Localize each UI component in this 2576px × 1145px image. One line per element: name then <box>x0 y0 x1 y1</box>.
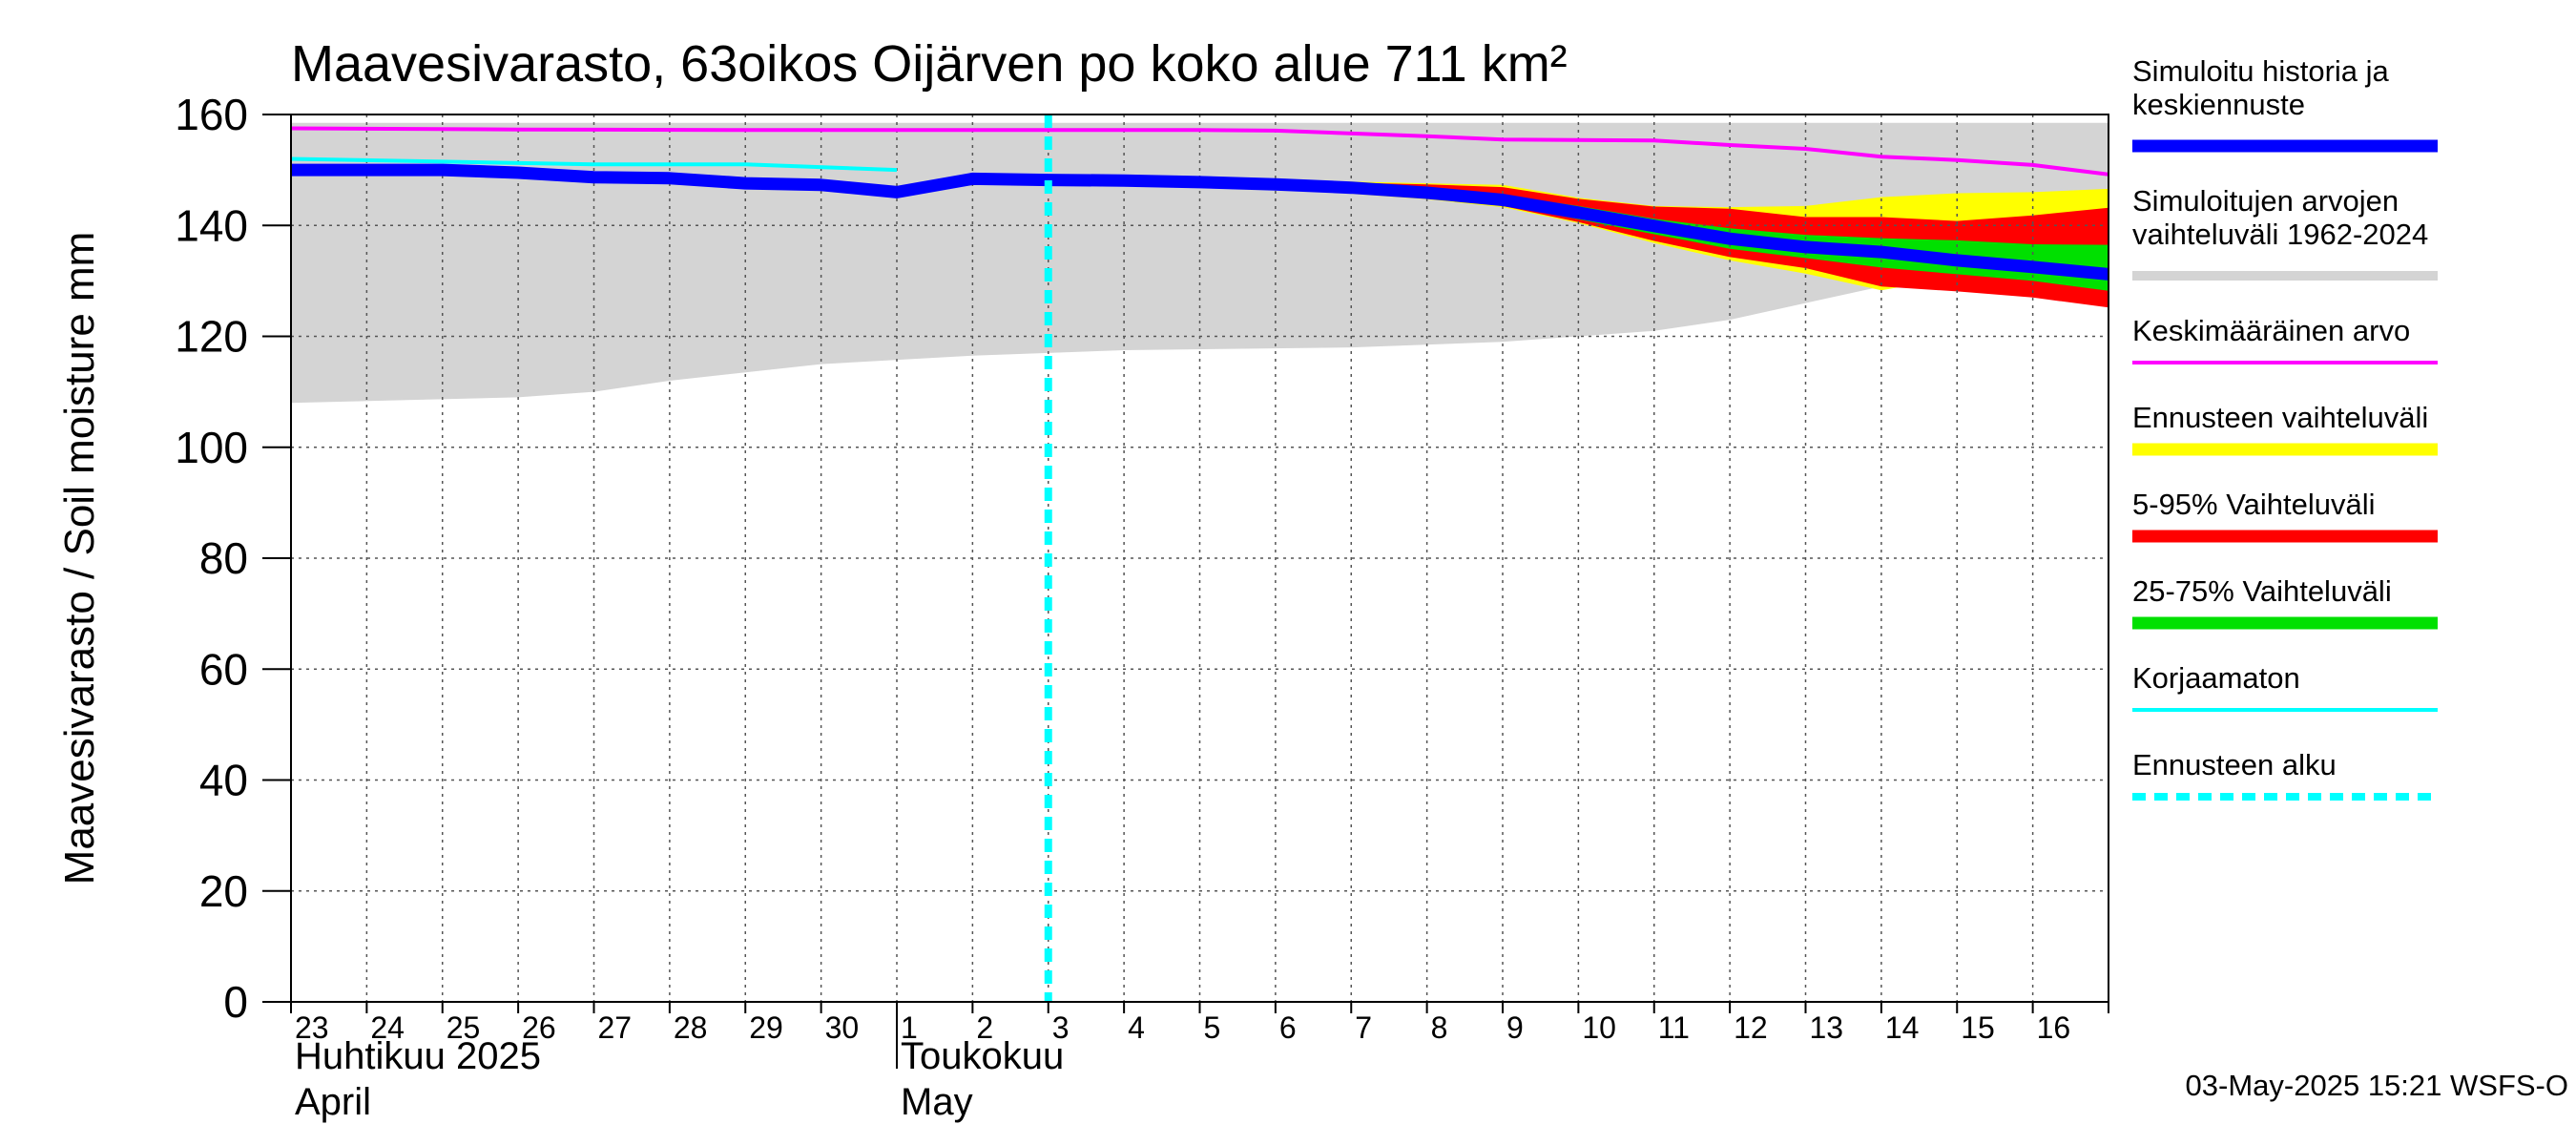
chart-title: Maavesivarasto, 63oikos Oijärven po koko… <box>291 35 1568 93</box>
legend-item-uncorrected: Korjaamaton <box>2132 661 2438 712</box>
x-tick-label: 6 <box>1279 1010 1297 1045</box>
y-tick-label: 60 <box>199 644 248 694</box>
x-tick-label: 12 <box>1734 1010 1768 1045</box>
uncorrected-line <box>291 156 898 173</box>
mean-line <box>291 126 2109 177</box>
x-tick-label: 3 <box>1052 1010 1070 1045</box>
month-label-en: May <box>901 1081 973 1123</box>
x-tick-label: 8 <box>1431 1010 1448 1045</box>
x-tick-label: 10 <box>1582 1010 1616 1045</box>
y-tick-label: 80 <box>199 533 248 583</box>
y-tick-label: 160 <box>175 90 248 139</box>
x-tick-label: 2 <box>976 1010 993 1045</box>
x-tick-label: 14 <box>1885 1010 1920 1045</box>
legend-label: Ennusteen alku <box>2132 748 2337 781</box>
legend-item-ens_range: Ennusteen vaihteluväli <box>2132 401 2438 456</box>
y-tick-label: 40 <box>199 756 248 805</box>
p5-95-band <box>1048 179 2109 308</box>
y-tick-label: 100 <box>175 423 248 472</box>
legend-item-p25_75: 25-75% Vaihteluväli <box>2132 574 2438 630</box>
x-tick-label: 27 <box>598 1010 633 1045</box>
chart-legend: Simuloitu historia jakeskiennusteSimuloi… <box>2132 54 2438 801</box>
month-label-fi: Toukokuu <box>901 1035 1064 1077</box>
x-tick-label: 5 <box>1204 1010 1221 1045</box>
x-tick-label: 28 <box>674 1010 708 1045</box>
chart-axes <box>262 114 2109 1069</box>
legend-label: Simuloitujen arvojen <box>2132 184 2399 218</box>
x-tick-label: 15 <box>1961 1010 1995 1045</box>
legend-label: Korjaamaton <box>2132 661 2300 695</box>
x-tick-label: 26 <box>522 1010 556 1045</box>
y-tick-label: 120 <box>175 312 248 362</box>
x-tick-label: 25 <box>447 1010 481 1045</box>
legend-label: 5-95% Vaihteluväli <box>2132 488 2375 521</box>
legend-label: keskiennuste <box>2132 88 2305 121</box>
legend-item-fc_start: Ennusteen alku <box>2132 748 2438 801</box>
history-median-line <box>291 163 2109 281</box>
x-tick-label: 13 <box>1810 1010 1844 1045</box>
x-tick-label: 1 <box>901 1010 918 1045</box>
y-axis-label: Maavesivarasto / Soil moisture mm <box>56 232 103 885</box>
timestamp: 03-May-2025 15:21 WSFS-O <box>2186 1069 2568 1102</box>
y-tick-label: 0 <box>223 977 248 1027</box>
x-tick-label: 24 <box>370 1010 405 1045</box>
x-tick-label: 16 <box>2037 1010 2071 1045</box>
x-tick-label: 9 <box>1506 1010 1524 1045</box>
legend-label: vaihteluväli 1962-2024 <box>2132 218 2428 251</box>
x-tick-label: 30 <box>825 1010 860 1045</box>
legend-item-mean: Keskimääräinen arvo <box>2132 314 2438 364</box>
x-tick-label: 23 <box>295 1010 329 1045</box>
legend-label: 25-75% Vaihteluväli <box>2132 574 2392 608</box>
x-tick-label: 11 <box>1658 1010 1690 1045</box>
y-tick-label: 20 <box>199 866 248 916</box>
legend-label: Simuloitu historia ja <box>2132 54 2390 88</box>
legend-label: Keskimääräinen arvo <box>2132 314 2410 347</box>
legend-label: Ennusteen vaihteluväli <box>2132 401 2428 434</box>
x-tick-label: 4 <box>1128 1010 1145 1045</box>
month-label-en: April <box>295 1081 371 1123</box>
chart-lines <box>291 114 2109 1002</box>
month-label-fi: Huhtikuu 2025 <box>295 1035 541 1077</box>
x-tick-label: 29 <box>749 1010 783 1045</box>
x-tick-label: 7 <box>1355 1010 1372 1045</box>
y-tick-label: 140 <box>175 200 248 250</box>
legend-item-p5_95: 5-95% Vaihteluväli <box>2132 488 2438 543</box>
